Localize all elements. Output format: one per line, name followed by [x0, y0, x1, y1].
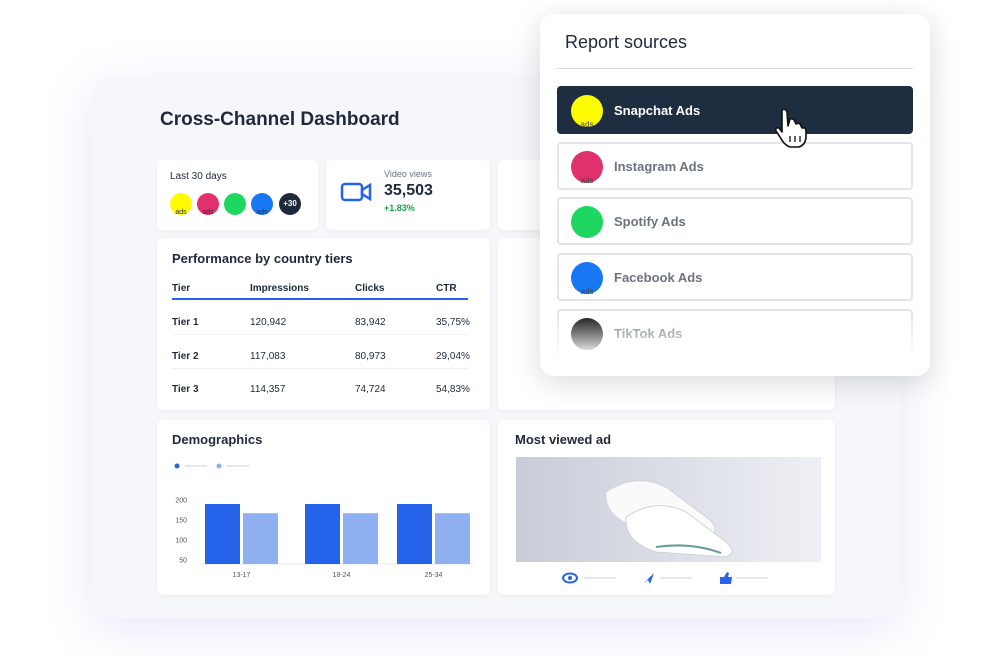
ad-card: Most viewed ad — [498, 420, 835, 595]
period: Last 30 days — [170, 171, 227, 182]
ad-title: Most viewed ad — [515, 432, 612, 447]
source-name: Facebook Ads — [614, 270, 703, 286]
spotify-icon — [224, 193, 246, 215]
row-label: Tier 1 — [172, 317, 199, 328]
icon-label: ads — [202, 209, 214, 216]
table-cell: 74,724 — [355, 384, 386, 395]
source-logo: ads — [571, 95, 603, 129]
y-tick-label: 150 — [175, 518, 187, 525]
source-logo: ads — [571, 150, 603, 185]
header-rule — [172, 298, 468, 300]
table-cell: 114,357 — [250, 384, 286, 395]
source-item[interactable]: ads Instagram Ads — [557, 141, 913, 190]
icon-label: ads — [175, 209, 187, 216]
column-header: Impressions — [250, 283, 309, 294]
panel-title: Report sources — [565, 32, 688, 52]
row-divider — [172, 334, 468, 335]
column-header: Clicks — [355, 283, 385, 294]
column-header: Tier — [172, 283, 191, 294]
video-label: Video views — [384, 169, 432, 179]
source-name: Spotify Ads — [614, 214, 686, 230]
bar — [243, 513, 278, 564]
bar — [205, 504, 240, 564]
source-item[interactable]: ads Snapchat Ads — [557, 86, 913, 134]
video-value: 35,503 — [384, 182, 433, 199]
source-item[interactable]: ads Facebook Ads — [557, 253, 913, 302]
ad-image — [516, 457, 821, 562]
panel-divider — [557, 68, 913, 69]
video-icon — [340, 182, 372, 202]
legend-line — [227, 465, 249, 467]
table-title: Performance by country tiers — [172, 251, 353, 266]
bar — [397, 504, 432, 564]
logo-label: ads — [580, 120, 594, 129]
bar — [305, 504, 340, 564]
legend-line — [185, 465, 207, 467]
table-card: Performance by country tiers Tier Impress… — [157, 238, 490, 410]
summary-card: Last 30 days ads ads ads +30 — [157, 160, 318, 230]
table-cell: 29,04% — [436, 350, 470, 362]
source-item[interactable]: Spotify Ads — [557, 197, 913, 246]
legend-dot — [216, 463, 222, 469]
demographics-card: Demographics 200 150 100 50 13-17 18-24 25-34 — [157, 420, 490, 595]
y-tick-label: 50 — [179, 558, 187, 565]
hidden-card — [498, 160, 548, 230]
dashboard-title: Cross-Channel Dashboard — [160, 109, 400, 130]
instagram-icon: ads — [197, 193, 219, 216]
bar — [343, 513, 378, 564]
facebook-icon: ads — [251, 193, 273, 216]
source-logo: ads — [571, 262, 603, 297]
hand-cursor[interactable] — [770, 106, 812, 150]
x-tick-label: 18-24 — [333, 572, 351, 579]
snapchat-icon: ads — [170, 193, 192, 216]
source-logo — [571, 206, 603, 239]
bar-chart: 200 150 100 50 13-17 18-24 25-34 — [174, 463, 473, 579]
x-tick-label: 25-34 — [425, 572, 443, 579]
legend-dot — [174, 463, 180, 469]
ad-stats — [562, 572, 768, 584]
table-cell: 117,083 — [250, 350, 286, 362]
row-label: Tier 2 — [172, 350, 199, 362]
row-divider — [172, 367, 468, 369]
y-tick-label: 100 — [175, 538, 187, 545]
source-name: Snapchat Ads — [614, 103, 701, 118]
video-card: Video views 35,503 +1.83% — [326, 160, 490, 230]
column-header: CTR — [436, 283, 457, 294]
more-badge: +30 — [279, 193, 301, 215]
logo-label: ads — [580, 287, 594, 297]
video-change: +1.83% — [384, 203, 415, 213]
fade — [540, 314, 930, 376]
table-cell: 35,75% — [436, 317, 470, 328]
table-cell: 80,973 — [355, 350, 386, 362]
table-cell: 54,83% — [436, 384, 470, 395]
y-tick-label: 200 — [175, 498, 187, 505]
bar — [435, 513, 470, 564]
row-label: Tier 3 — [172, 384, 199, 395]
source-name: Instagram Ads — [614, 158, 704, 174]
logo-label: ads — [580, 175, 594, 185]
table-cell: 120,942 — [250, 317, 287, 328]
report-sources-panel: Report sources ads Snapchat Ads ads Instagr… — [540, 14, 930, 376]
x-tick-label: 13-17 — [233, 572, 251, 579]
demographics-title: Demographics — [172, 432, 263, 447]
icon-label: ads — [256, 209, 268, 216]
table-cell: 83,942 — [355, 317, 386, 328]
